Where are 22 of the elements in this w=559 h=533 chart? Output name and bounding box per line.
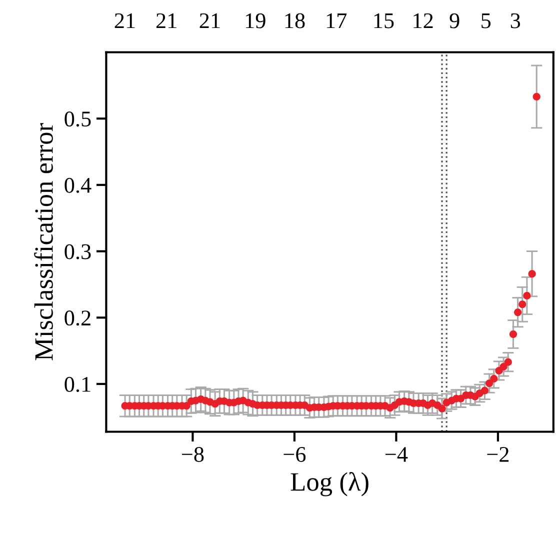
text: 12 [414,13,433,28]
x-axis-title: Log (λ) [290,472,368,496]
y-tick-label: 0.5 [64,112,91,127]
text: 21 [200,13,220,28]
y-tick-label: 0.1 [64,376,90,392]
y-tick-label: 0.2 [64,310,90,326]
text: 21 [156,13,176,28]
text: 19 [246,13,266,28]
text: 18 [285,13,305,28]
x-tick-label: −4 [385,447,408,462]
x-tick-label: −6 [284,447,306,462]
text: 21 [114,13,135,28]
x-tick-label: −8 [182,446,204,462]
text: 17 [326,13,347,28]
text: 3 [510,13,520,28]
x-tick-label: −2 [487,447,509,462]
text: 15 [374,13,394,28]
y-axis-title: Misclassification error [34,123,53,360]
text: 5 [482,14,491,28]
text: 9 [450,13,460,28]
y-tick-label: 0.3 [64,244,91,260]
y-tick-label: 0.4 [64,178,92,193]
